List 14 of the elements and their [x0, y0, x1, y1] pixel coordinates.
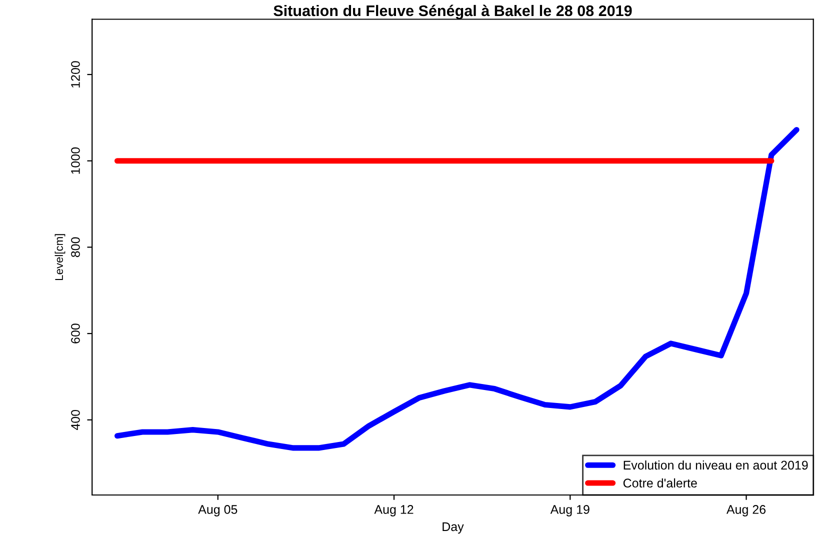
y-axis-title: Level[cm]	[54, 234, 66, 280]
x-tick-label: Aug 05	[198, 505, 238, 516]
y-tick-label: 1200	[71, 61, 80, 88]
y-tick-label: 1000	[71, 147, 80, 174]
legend-label: Evolution du niveau en aout 2019	[624, 460, 808, 470]
x-tick-label: Aug 12	[374, 505, 414, 516]
y-tick-label: 400	[71, 410, 80, 430]
y-tick-label: 600	[71, 324, 80, 344]
x-tick-label: Aug 19	[550, 505, 590, 516]
x-axis-title: Day	[442, 522, 464, 534]
legend-label: Cotre d'alerte	[623, 478, 697, 488]
y-tick-label: 800	[71, 237, 80, 258]
chart-title: Situation du Fleuve Sénégal à Bakel le 28 08 2019	[274, 4, 632, 20]
x-tick-label: Aug 26	[726, 505, 766, 516]
